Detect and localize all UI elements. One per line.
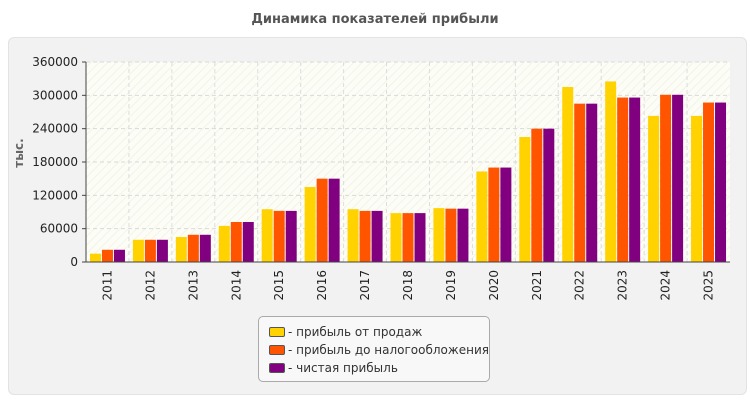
bar-2011-series-3 [113,249,125,262]
x-tick-label: 2012 [143,270,157,301]
bar-2013-series-1 [175,237,187,262]
bar-2019-series-3 [457,208,469,262]
bar-2017-series-2 [359,210,371,262]
bar-2021-series-2 [531,128,543,262]
bar-2021-series-3 [543,128,555,262]
bar-2022-series-3 [586,103,598,263]
bar-2015-series-3 [285,210,297,262]
bar-2015-series-1 [261,209,273,262]
bar-2019-series-2 [445,208,457,262]
bar-2011-series-1 [89,253,101,262]
bar-2014-series-3 [242,222,254,262]
x-tick-label: 2013 [186,270,200,301]
x-tick-label: 2015 [272,270,286,301]
bar-2018-series-2 [402,213,414,262]
bar-2016-series-1 [304,187,316,262]
bar-2021-series-1 [519,137,531,262]
legend-item: - чистая прибыль [269,359,489,377]
bar-2025-series-1 [691,115,703,262]
x-tick-label: 2022 [573,270,587,301]
legend-label: - прибыль до налогообложения [288,343,489,357]
legend-item: - прибыль от продаж [269,323,489,341]
bar-2018-series-1 [390,213,402,262]
bar-2016-series-2 [316,178,328,262]
bar-2012-series-1 [132,239,144,262]
legend: - прибыль от продаж - прибыль до налогооб… [258,316,490,382]
bar-2020-series-3 [500,167,512,262]
legend-swatch [269,363,285,373]
bar-2017-series-1 [347,209,359,262]
y-tick-label: 360000 [32,55,78,69]
legend-swatch [269,345,285,355]
x-tick-label: 2023 [616,270,630,301]
legend-swatch [269,327,285,337]
y-tick-label: 180000 [32,155,78,169]
bar-2011-series-2 [101,249,113,262]
bar-2024-series-1 [648,115,660,262]
bar-2024-series-2 [660,94,672,263]
y-tick-label: 240000 [32,122,78,136]
bar-2015-series-2 [273,210,285,262]
bar-2024-series-3 [672,94,684,263]
bar-2013-series-2 [187,234,199,262]
bar-2017-series-3 [371,210,383,262]
x-tick-label: 2017 [358,270,372,301]
bar-2014-series-2 [230,222,242,262]
bar-2022-series-1 [562,87,574,262]
bar-2023-series-3 [629,97,641,262]
y-tick-label: 300000 [32,88,78,102]
legend-label: - чистая прибыль [288,361,398,375]
y-tick-label: 60000 [40,222,78,236]
bar-2025-series-2 [703,102,715,262]
bar-2020-series-1 [476,171,488,262]
x-tick-label: 2014 [229,270,243,301]
x-tick-label: 2016 [315,270,329,301]
x-tick-label: 2020 [487,270,501,301]
bar-2023-series-1 [605,81,617,262]
bar-2014-series-1 [218,225,230,262]
bar-2023-series-2 [617,97,629,262]
bar-2016-series-3 [328,178,340,262]
x-tick-label: 2024 [659,270,673,301]
x-tick-label: 2018 [401,270,415,301]
x-tick-label: 2011 [100,270,114,301]
y-axis-label: тыс. [12,138,26,167]
chart-title: Динамика показателей прибыли [251,12,499,27]
y-tick-label: 120000 [32,188,78,202]
bar-2020-series-2 [488,167,500,262]
x-tick-label: 2025 [702,270,716,301]
legend-label: - прибыль от продаж [288,325,423,339]
x-tick-label: 2021 [530,270,544,301]
x-tick-label: 2019 [444,270,458,301]
bar-2012-series-3 [156,239,168,262]
bar-2025-series-3 [715,102,727,262]
bar-2012-series-2 [144,239,156,262]
y-tick-label: 0 [70,255,78,269]
bar-2018-series-3 [414,213,426,262]
bar-2013-series-3 [199,234,211,262]
bar-2019-series-1 [433,208,445,262]
legend-item: - прибыль до налогообложения [269,341,489,359]
bar-2022-series-2 [574,103,586,263]
